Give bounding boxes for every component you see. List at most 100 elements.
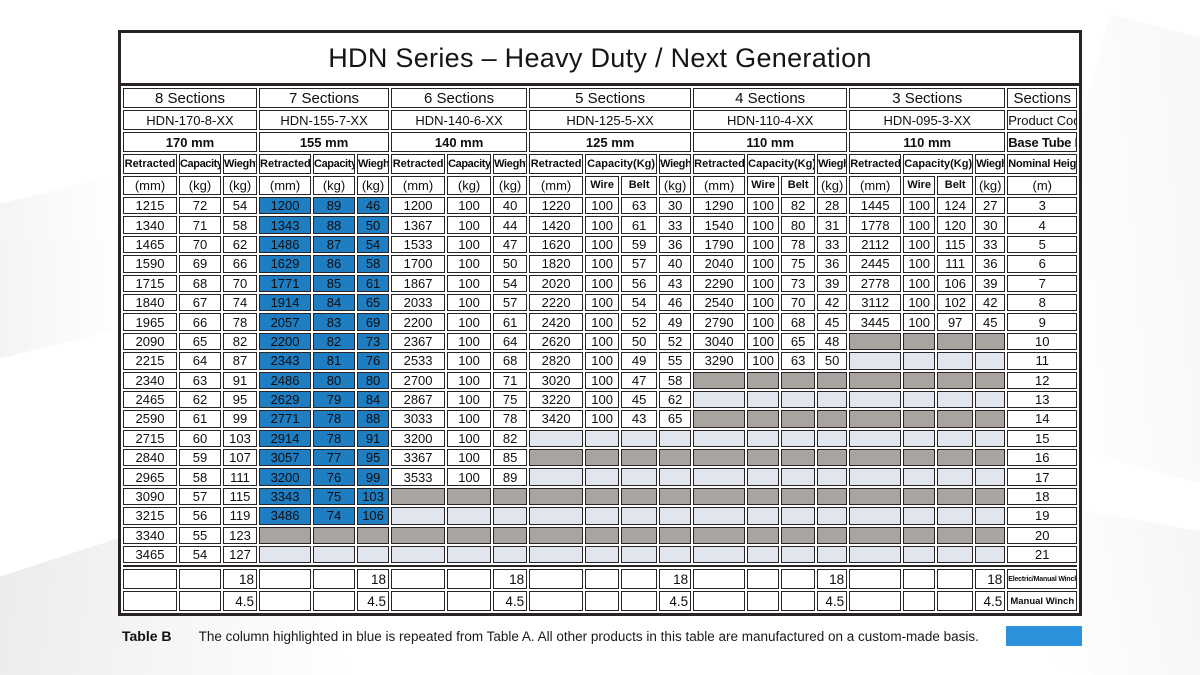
empty-cell <box>621 546 658 564</box>
empty-cell <box>693 429 746 448</box>
spec-cell: 78 <box>313 429 356 448</box>
winch-empty-cell <box>903 591 936 612</box>
spec-cell: 27 <box>975 197 1006 215</box>
spec-cell: 57 <box>179 487 221 506</box>
winch-value: 4.5 <box>975 591 1006 612</box>
winch-empty-cell <box>585 591 620 612</box>
empty-cell <box>975 449 1006 467</box>
spec-cell: 2965 <box>123 468 177 486</box>
spec-sheet: HDN Series – Heavy Duty / Next Generatio… <box>118 30 1082 617</box>
label-nominal-height: Nominal Height <box>1007 154 1078 174</box>
base-dia-cell: 155 mm <box>259 132 390 152</box>
winch-empty-cell <box>391 569 446 590</box>
spec-cell: 31 <box>817 216 848 234</box>
spec-cell: 100 <box>585 352 620 370</box>
empty-cell <box>693 390 746 409</box>
spec-cell: 95 <box>223 390 258 409</box>
spec-cell: 100 <box>447 410 492 428</box>
spec-cell: 100 <box>747 216 780 234</box>
empty-cell <box>659 507 692 525</box>
spec-cell: 58 <box>357 255 390 273</box>
winch-value: 4.5 <box>357 591 390 612</box>
spec-cell: 2533 <box>391 352 446 370</box>
spec-cell: 61 <box>357 274 390 292</box>
spec-cell: 77 <box>313 449 356 467</box>
spec-cell: 50 <box>357 216 390 234</box>
empty-cell <box>529 429 584 448</box>
spec-cell: 111 <box>937 255 974 273</box>
spec-cell: 52 <box>621 313 658 331</box>
spec-cell: 82 <box>313 332 356 351</box>
product-code-cell: HDN-155-7-XX <box>259 110 390 130</box>
spec-cell: 62 <box>179 390 221 409</box>
empty-cell <box>621 526 658 545</box>
empty-cell <box>585 526 620 545</box>
spec-cell: 33 <box>975 235 1006 254</box>
spec-cell: 100 <box>585 332 620 351</box>
spec-cell: 56 <box>621 274 658 292</box>
spec-cell: 54 <box>223 197 258 215</box>
spec-cell: 45 <box>975 313 1006 331</box>
empty-cell <box>357 546 390 564</box>
empty-cell <box>529 507 584 525</box>
subheader-weight: Wieght <box>223 154 258 174</box>
spec-cell: 65 <box>781 332 816 351</box>
winch-empty-cell <box>447 591 492 612</box>
spec-cell: 2220 <box>529 293 584 312</box>
empty-cell <box>903 371 936 389</box>
height-cell: 20 <box>1007 526 1078 545</box>
spec-cell: 1620 <box>529 235 584 254</box>
spec-cell: 1715 <box>123 274 177 292</box>
spec-cell: 3465 <box>123 546 177 564</box>
unit-mm-cell: (mm) <box>123 176 177 195</box>
wire-header: Wire <box>747 176 780 195</box>
empty-cell <box>817 487 848 506</box>
spec-cell: 1290 <box>693 197 746 215</box>
empty-cell <box>659 429 692 448</box>
spec-cell: 62 <box>659 390 692 409</box>
product-code-cell: HDN-110-4-XX <box>693 110 848 130</box>
spec-cell: 36 <box>975 255 1006 273</box>
empty-cell <box>937 410 974 428</box>
spec-cell: 100 <box>903 255 936 273</box>
base-dia-cell: 125 mm <box>529 132 692 152</box>
spec-cell: 54 <box>493 274 528 292</box>
empty-cell <box>975 507 1006 525</box>
winch-empty-cell <box>747 591 780 612</box>
spec-cell: 55 <box>179 526 221 545</box>
subheader-capacity: Capacity(Kg) <box>585 154 658 174</box>
spec-cell: 1367 <box>391 216 446 234</box>
height-cell: 21 <box>1007 546 1078 564</box>
spec-cell: 1465 <box>123 235 177 254</box>
empty-cell <box>391 546 446 564</box>
spec-cell: 100 <box>447 274 492 292</box>
spec-cell: 87 <box>313 235 356 254</box>
spec-cell: 79 <box>313 390 356 409</box>
subheader-capacity: Capacity(Kg) <box>903 154 974 174</box>
spec-cell: 82 <box>493 429 528 448</box>
spec-cell: 1778 <box>849 216 902 234</box>
empty-cell <box>975 526 1006 545</box>
spec-cell: 1629 <box>259 255 312 273</box>
spec-cell: 75 <box>313 487 356 506</box>
spec-cell: 62 <box>223 235 258 254</box>
winch-value: 4.5 <box>817 591 848 612</box>
spec-cell: 2200 <box>391 313 446 331</box>
winch-empty-cell <box>529 591 584 612</box>
spec-cell: 83 <box>313 313 356 331</box>
spec-cell: 69 <box>179 255 221 273</box>
spec-cell: 55 <box>659 352 692 370</box>
empty-cell <box>493 546 528 564</box>
empty-cell <box>937 449 974 467</box>
spec-cell: 43 <box>621 410 658 428</box>
spec-cell: 1790 <box>693 235 746 254</box>
spec-cell: 49 <box>621 352 658 370</box>
spec-cell: 78 <box>781 235 816 254</box>
empty-cell <box>817 507 848 525</box>
spec-cell: 75 <box>781 255 816 273</box>
empty-cell <box>747 526 780 545</box>
spec-cell: 100 <box>903 235 936 254</box>
product-code-cell: HDN-125-5-XX <box>529 110 692 130</box>
unit-kg-cell: (kg) <box>357 176 390 195</box>
subheader-capacity: Capacity(Kg) <box>179 154 221 174</box>
